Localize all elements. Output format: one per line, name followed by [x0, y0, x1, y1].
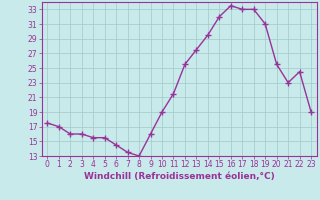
- X-axis label: Windchill (Refroidissement éolien,°C): Windchill (Refroidissement éolien,°C): [84, 172, 275, 181]
